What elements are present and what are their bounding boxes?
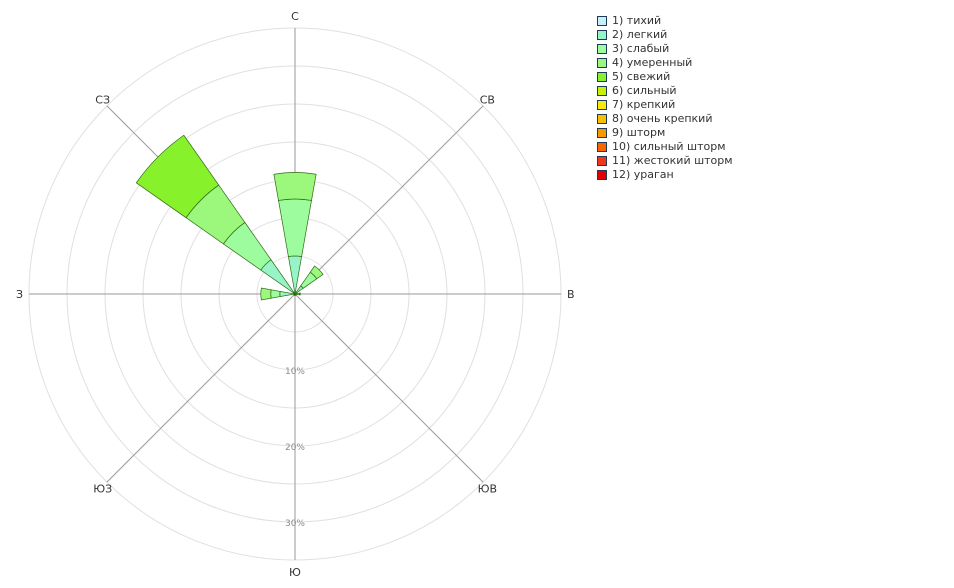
petal-segment xyxy=(278,198,312,257)
petal-segment xyxy=(260,259,295,294)
petal-segment xyxy=(293,293,296,296)
petal-segment xyxy=(294,293,297,296)
legend-label: 10) сильный шторм xyxy=(612,140,726,153)
legend-swatch xyxy=(597,30,607,40)
legend-item[interactable]: 3) слабый xyxy=(597,42,733,56)
legend-swatch xyxy=(597,16,607,26)
petal-segment xyxy=(294,294,296,296)
legend-label: 11) жестокий шторм xyxy=(612,154,733,167)
direction-label: С xyxy=(291,10,299,23)
petal-segment xyxy=(299,292,301,296)
legend-swatch xyxy=(597,114,607,124)
radial-tick-label: 10% xyxy=(285,367,305,377)
petal-segment xyxy=(273,172,317,201)
legend-label: 12) ураган xyxy=(612,168,674,181)
legend-item[interactable]: 10) сильный шторм xyxy=(597,140,733,154)
legend-swatch xyxy=(597,142,607,152)
legend-swatch xyxy=(597,86,607,96)
legend-item[interactable]: 6) сильный xyxy=(597,84,733,98)
direction-label: В xyxy=(567,288,575,301)
legend-label: 1) тихий xyxy=(612,14,662,27)
grid-spoke xyxy=(106,293,296,483)
direction-label: ЮЗ xyxy=(93,482,112,495)
legend-label: 5) свежий xyxy=(612,70,671,83)
legend-item[interactable]: 12) ураган xyxy=(597,168,733,182)
legend-item[interactable]: 2) легкий xyxy=(597,28,733,42)
legend-item[interactable]: 8) очень крепкий xyxy=(597,112,733,126)
legend-label: 9) шторм xyxy=(612,126,666,139)
direction-label: СЗ xyxy=(95,94,110,107)
legend-label: 4) умеренный xyxy=(612,56,693,69)
legend-swatch xyxy=(597,100,607,110)
legend-item[interactable]: 5) свежий xyxy=(597,70,733,84)
direction-label: СВ xyxy=(480,94,495,107)
legend-label: 2) легкий xyxy=(612,28,668,41)
petal-segment xyxy=(270,289,281,299)
legend-swatch xyxy=(597,44,607,54)
radial-tick-label: 30% xyxy=(285,519,305,529)
legend-item[interactable]: 4) умеренный xyxy=(597,56,733,70)
legend-swatch xyxy=(597,156,607,166)
grid-spoke xyxy=(294,105,484,295)
legend-label: 6) сильный xyxy=(612,84,677,97)
legend-swatch xyxy=(597,170,607,180)
legend-swatch xyxy=(597,58,607,68)
petal-segment xyxy=(309,265,324,280)
grid-spoke xyxy=(294,293,484,483)
petal-segment xyxy=(135,134,220,219)
legend-item[interactable]: 7) крепкий xyxy=(597,98,733,112)
petal-segment xyxy=(260,287,272,301)
direction-label: Ю xyxy=(289,566,301,579)
legend: 1) тихий 2) легкий 3) слабый 4) умеренный 5)… xyxy=(597,14,733,182)
legend-label: 3) слабый xyxy=(612,42,670,55)
legend-label: 8) очень крепкий xyxy=(612,112,713,125)
legend-item[interactable]: 9) шторм xyxy=(597,126,733,140)
legend-item[interactable]: 11) жестокий шторм xyxy=(597,154,733,168)
legend-label: 7) крепкий xyxy=(612,98,676,111)
legend-swatch xyxy=(597,72,607,82)
radial-tick-label: 20% xyxy=(285,443,305,453)
legend-item[interactable]: 1) тихий xyxy=(597,14,733,28)
petal-segment xyxy=(279,290,294,298)
direction-label: ЮВ xyxy=(478,482,497,495)
direction-label: З xyxy=(16,288,23,301)
legend-swatch xyxy=(597,128,607,138)
petal-segment xyxy=(287,255,303,293)
